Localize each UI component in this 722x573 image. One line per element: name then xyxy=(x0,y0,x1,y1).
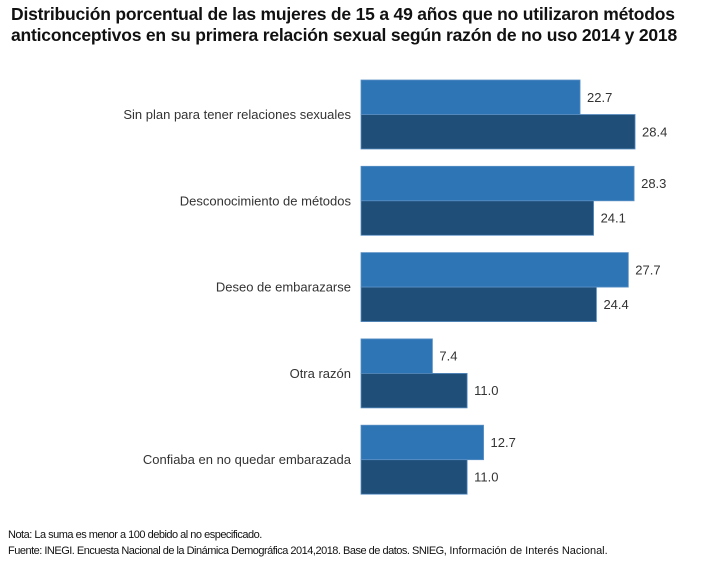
value-label-2014-desconocimiento-de-metodos: 28.3 xyxy=(641,176,666,191)
bar-2018-sin-plan-para-tener-relaciones-sexuales xyxy=(360,114,636,150)
bar-2018-desconocimiento-de-metodos xyxy=(360,200,594,236)
value-label-2014-otra-razon: 7.4 xyxy=(439,349,457,364)
bar-2018-deseo-de-embarazarse xyxy=(360,286,597,323)
bar-2014-confiaba-en-no-quedar-embarazada xyxy=(360,424,484,461)
value-label-2018-deseo-de-embarazarse: 24.4 xyxy=(603,297,628,312)
bar-2014-deseo-de-embarazarse xyxy=(360,252,629,288)
value-label-2018-desconocimiento-de-metodos: 24.1 xyxy=(601,211,626,226)
value-label-2014-deseo-de-embarazarse: 27.7 xyxy=(635,262,660,277)
value-label-2014-confiaba-en-no-quedar-embarazada: 12.7 xyxy=(491,435,516,450)
bar-2014-sin-plan-para-tener-relaciones-sexuales xyxy=(360,79,581,115)
category-label-desconocimiento-de-metodos: Desconocimiento de métodos xyxy=(180,193,352,208)
value-label-2014-sin-plan-para-tener-relaciones-sexuales: 22.7 xyxy=(587,90,612,105)
bar-2018-confiaba-en-no-quedar-embarazada xyxy=(360,459,468,495)
value-label-2018-sin-plan-para-tener-relaciones-sexuales: 28.4 xyxy=(642,124,667,139)
chart-title: Distribución porcentual de las mujeres d… xyxy=(11,4,677,45)
chart-notes: Nota: La suma es menor a 100 debido al n… xyxy=(8,527,608,559)
category-label-confiaba-en-no-quedar-embarazada: Confiaba en no quedar embarazada xyxy=(143,452,352,467)
category-label-sin-plan-para-tener-relaciones-sexuales: Sin plan para tener relaciones sexuales xyxy=(123,107,351,122)
bar-2014-desconocimiento-de-metodos xyxy=(360,165,635,202)
source-text-tail: Información de Interés Nacional. xyxy=(446,545,608,557)
source-text-main: Fuente: INEGI. Encuesta Nacional de la D… xyxy=(8,545,447,557)
note-text: Nota: La suma es menor a 100 debido al n… xyxy=(8,529,262,541)
bar-2014-otra-razon xyxy=(360,338,433,374)
bar-2018-otra-razon xyxy=(360,372,468,409)
value-label-2018-confiaba-en-no-quedar-embarazada: 11.0 xyxy=(474,469,498,484)
bar-chart: Sin plan para tener relaciones sexuales 2… xyxy=(123,79,667,495)
value-label-2018-otra-razon: 11.0 xyxy=(474,383,498,398)
category-label-otra-razon: Otra razón xyxy=(290,366,351,381)
category-label-deseo-de-embarazarse: Deseo de embarazarse xyxy=(216,280,351,295)
source-text: Fuente: INEGI. Encuesta Nacional de la D… xyxy=(8,543,608,559)
